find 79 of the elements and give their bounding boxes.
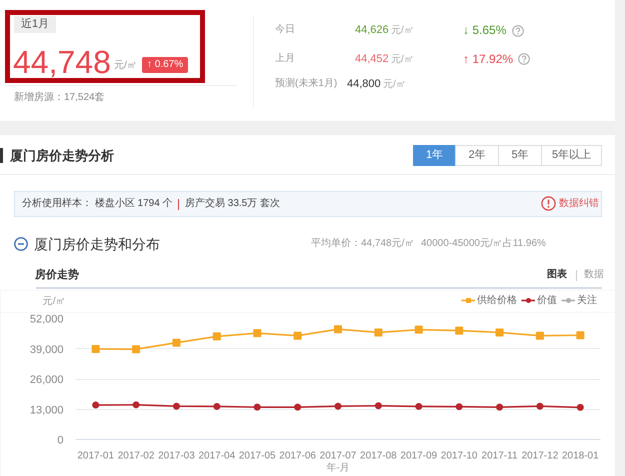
text: 图表	[547, 269, 567, 280]
point	[213, 402, 220, 410]
x-tick-label: 2017-04	[198, 450, 236, 462]
text: 元/㎡	[391, 25, 414, 36]
text: 44,800	[347, 78, 381, 90]
text: 厦门房价走势和分布	[34, 236, 160, 252]
x-tick-label: 2018-01	[562, 450, 600, 462]
point	[536, 332, 544, 340]
point	[132, 401, 140, 408]
point	[455, 326, 464, 335]
text: ↑ 0.67%	[142, 57, 188, 73]
point	[294, 332, 302, 340]
text: 元/㎡	[383, 79, 406, 90]
y-tick-label: 0	[57, 434, 64, 446]
x-tick-label: 2017-12	[522, 450, 559, 462]
x-tick-label: 2017-03	[158, 450, 196, 462]
y-tick-label: 39,000	[30, 344, 64, 356]
text: 分析使用样本： 楼盘小区 1794 个	[22, 198, 173, 209]
point	[576, 331, 584, 340]
text: 元/㎡	[391, 54, 414, 65]
x-tick-label: 2017-11	[482, 450, 518, 462]
text: 新增房源：17,524套	[14, 92, 105, 103]
text: ↓ 5.65%	[463, 23, 506, 37]
text: 数据纠错	[559, 198, 599, 209]
text: 房产交易 33.5万 套次	[185, 198, 280, 209]
point	[496, 328, 504, 336]
x-axis-title: 年-月	[326, 462, 350, 474]
point	[414, 326, 423, 334]
text: 5年	[498, 145, 542, 166]
y-tick-label: 13,000	[30, 404, 64, 416]
text: 今日	[275, 24, 295, 35]
point	[212, 332, 221, 340]
text: 2年	[455, 145, 499, 166]
x-tick-label: 2017-08	[360, 450, 398, 462]
text: 厦门房价走势分析	[10, 148, 114, 163]
point	[92, 402, 100, 409]
text: 近1月	[14, 16, 56, 33]
point	[92, 344, 100, 353]
point	[415, 402, 422, 410]
point	[172, 402, 180, 410]
point	[294, 404, 302, 411]
legend-label: 关注	[577, 294, 597, 307]
point	[496, 404, 504, 411]
x-tick-label: 2017-01	[77, 450, 114, 462]
point	[456, 403, 463, 410]
point	[172, 338, 180, 347]
text: 元/㎡	[114, 60, 137, 71]
point	[254, 404, 261, 411]
x-tick-label: 2017-10	[440, 450, 478, 462]
point	[374, 402, 382, 410]
text: 44,626	[355, 24, 389, 36]
point	[334, 325, 342, 334]
text: ↑ 17.92%	[463, 52, 514, 66]
text: 44,748	[13, 44, 111, 80]
x-tick-label: 2017-05	[238, 450, 276, 462]
text: 数据	[584, 269, 604, 280]
point	[374, 328, 382, 336]
point	[536, 402, 544, 410]
text: 44,452	[355, 53, 389, 65]
x-tick-label: 2017-06	[279, 450, 316, 462]
text: 40000-45000元/㎡占11.96%	[421, 238, 546, 249]
point	[576, 404, 584, 411]
text: 5年以上	[541, 145, 602, 166]
point	[132, 345, 140, 354]
y-tick-label: 52,000	[30, 314, 64, 326]
legend-label: 价值	[537, 294, 557, 307]
y-axis-title: 元/㎡	[42, 296, 66, 307]
text: 预测(未来1月)	[275, 78, 338, 89]
text: 上月	[275, 53, 295, 64]
legend-label: 供给价格	[477, 294, 517, 307]
point	[253, 329, 262, 338]
x-tick-label: 2017-09	[400, 450, 438, 462]
text: 1年	[413, 145, 456, 166]
x-tick-label: 2017-07	[320, 450, 357, 462]
text: 平均单价：44,748元/㎡	[311, 238, 414, 249]
x-tick-label: 2017-02	[118, 450, 155, 462]
y-tick-label: 26,000	[30, 374, 64, 386]
point	[334, 402, 342, 410]
chart-title: 房价走势	[35, 269, 79, 281]
